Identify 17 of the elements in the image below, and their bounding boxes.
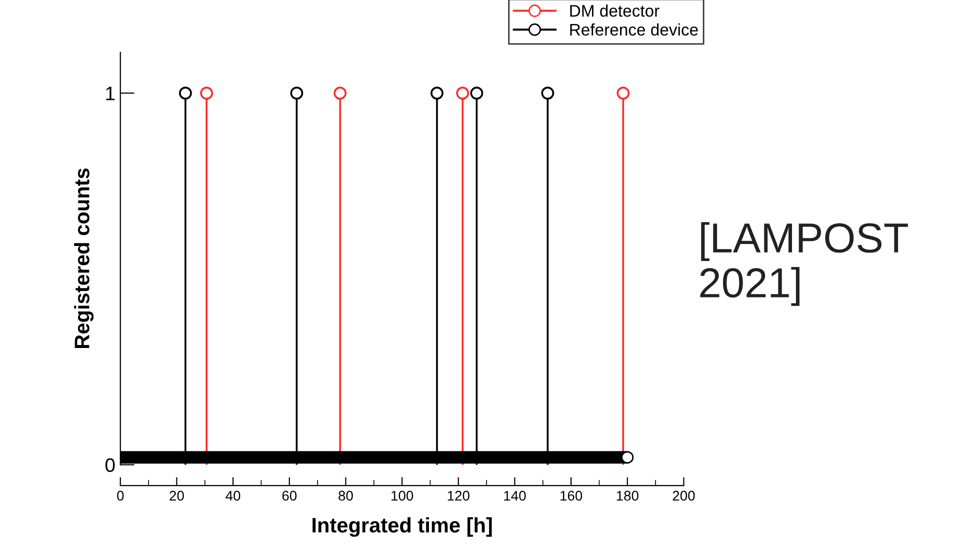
x-tick-label: 140 (504, 490, 526, 501)
y-tick-label: 1 (106, 86, 115, 100)
x-tick-label: 120 (448, 490, 470, 501)
x-tick-label: 0 (117, 490, 124, 501)
text: [LAMPOST 2021] (700, 222, 908, 306)
x-axis-title: Integrated time [h] (312, 517, 492, 537)
x-tick-label: 160 (560, 490, 582, 501)
x-tick-label: 40 (226, 490, 240, 501)
legend-label: DM detector (570, 4, 660, 17)
x-tick-label: 60 (282, 490, 297, 501)
x-tick-label: 80 (338, 490, 353, 501)
legend-label: Reference device (570, 23, 698, 36)
x-tick-label: 20 (170, 490, 184, 501)
y-axis-title: Registered counts (74, 168, 94, 348)
x-tick-label: 200 (672, 490, 695, 501)
x-tick-label: 180 (616, 490, 638, 501)
x-tick-label: 100 (392, 490, 414, 501)
